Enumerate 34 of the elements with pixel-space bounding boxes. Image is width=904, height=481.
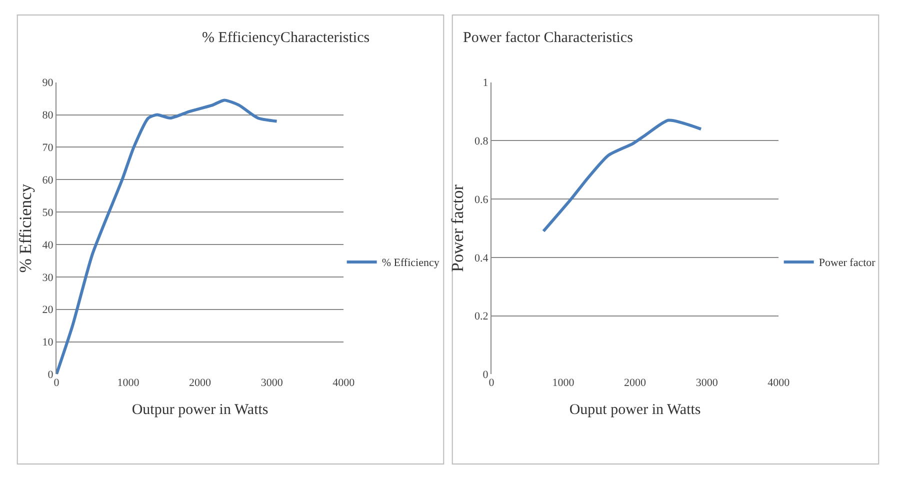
y-tick-label: 1 [482,77,488,90]
y-axis-title: Power factor [448,184,468,272]
x-tick-label: 3000 [260,377,284,390]
y-axis-title: % Efficiency [16,183,35,273]
y-tick-label: 40 [42,239,54,252]
y-tick-label: 0 [482,369,489,382]
x-axis-title: Ouput power in Watts [569,402,701,418]
y-tick-label: 90 [42,77,54,90]
x-tick-label: 3000 [696,377,718,390]
x-tick-label: 1000 [552,377,575,390]
y-tick-label: 30 [42,272,54,284]
y-tick-label: 0.4 [474,252,489,264]
y-tick-label: 60 [42,174,54,186]
x-axis-title: Outpur power in Watts [132,402,268,418]
chart-title: % EfficiencyCharacteristics [202,30,370,46]
y-tick-label: 10 [42,336,54,349]
y-tick-label: 80 [42,110,54,122]
x-tick-label: 4000 [332,377,356,390]
line-series [56,98,278,374]
y-tick-label: 50 [42,206,54,219]
y-tick-label: 0.6 [474,194,489,206]
chart-title: Power factor Characteristics [463,30,634,46]
x-tick-label: 4000 [768,377,790,390]
y-tick-label: 20 [42,304,54,316]
line-series [542,118,703,233]
y-tick-label: 0.2 [474,310,488,323]
legend-label: % Efficiency [382,257,440,270]
y-tick-label: 0.8 [474,136,489,148]
y-tick-label: 0 [48,369,54,382]
x-tick-label: 2000 [624,377,647,390]
y-tick-label: 70 [42,142,54,154]
x-tick-label: 1000 [117,377,140,390]
x-tick-label: 2000 [189,377,212,390]
legend-label: Power factor [818,257,876,270]
